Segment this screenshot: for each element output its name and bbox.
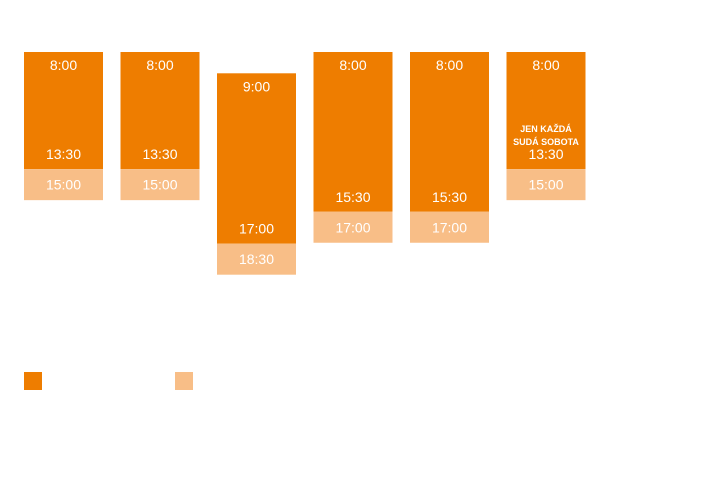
legend-swatch-extended xyxy=(175,372,193,390)
extended-closing-time-label: 15:00 xyxy=(46,177,81,193)
closing-time-label: 13:30 xyxy=(142,146,177,162)
closing-time-label: 13:30 xyxy=(528,146,563,162)
column-note: JEN KAŽDÁ SUDÁ SOBOTA xyxy=(513,123,579,147)
regular-hours-bar xyxy=(120,52,200,170)
schedule-column: 8:00 13:30 15:00 xyxy=(120,52,200,201)
extended-closing-time-label: 17:00 xyxy=(432,219,467,235)
extended-hours-bar xyxy=(410,211,489,243)
extended-hours-bar xyxy=(24,169,103,201)
extended-hours-bar xyxy=(120,169,200,201)
opening-time-label: 8:00 xyxy=(436,57,463,73)
extended-hours-bar xyxy=(313,211,393,243)
chart-legend xyxy=(24,372,424,390)
regular-hours-bar xyxy=(24,52,103,170)
legend-item-primary xyxy=(24,372,50,390)
extended-closing-time-label: 18:30 xyxy=(239,251,274,267)
schedule-column: 8:00 15:30 17:00 xyxy=(410,52,489,243)
opening-time-label: 9:00 xyxy=(243,78,270,94)
schedule-column: 9:00 17:00 18:30 xyxy=(217,73,296,275)
opening-time-label: 8:00 xyxy=(339,57,366,73)
closing-time-label: 15:30 xyxy=(335,189,370,205)
extended-closing-time-label: 15:00 xyxy=(142,177,177,193)
legend-swatch-primary xyxy=(24,372,42,390)
legend-item-extended xyxy=(175,372,201,390)
schedule-column: 8:00 13:30 15:00 xyxy=(24,52,103,201)
regular-hours-bar xyxy=(506,52,586,170)
closing-time-label: 13:30 xyxy=(46,146,81,162)
opening-time-label: 8:00 xyxy=(532,57,559,73)
opening-time-label: 8:00 xyxy=(146,57,173,73)
opening-time-label: 8:00 xyxy=(50,57,77,73)
extended-hours-bar xyxy=(506,169,586,201)
schedule-column: 8:00 13:30 15:00 JEN KAŽDÁ SUDÁ SOBOTA xyxy=(506,52,586,201)
closing-time-label: 15:30 xyxy=(432,189,467,205)
extended-hours-bar xyxy=(217,243,296,275)
closing-time-label: 17:00 xyxy=(239,221,274,237)
extended-closing-time-label: 17:00 xyxy=(335,219,370,235)
schedule-column: 8:00 15:30 17:00 xyxy=(313,52,393,243)
regular-hours-bar xyxy=(217,73,296,244)
regular-hours-bar xyxy=(410,52,489,212)
regular-hours-bar xyxy=(313,52,393,212)
extended-closing-time-label: 15:00 xyxy=(528,177,563,193)
